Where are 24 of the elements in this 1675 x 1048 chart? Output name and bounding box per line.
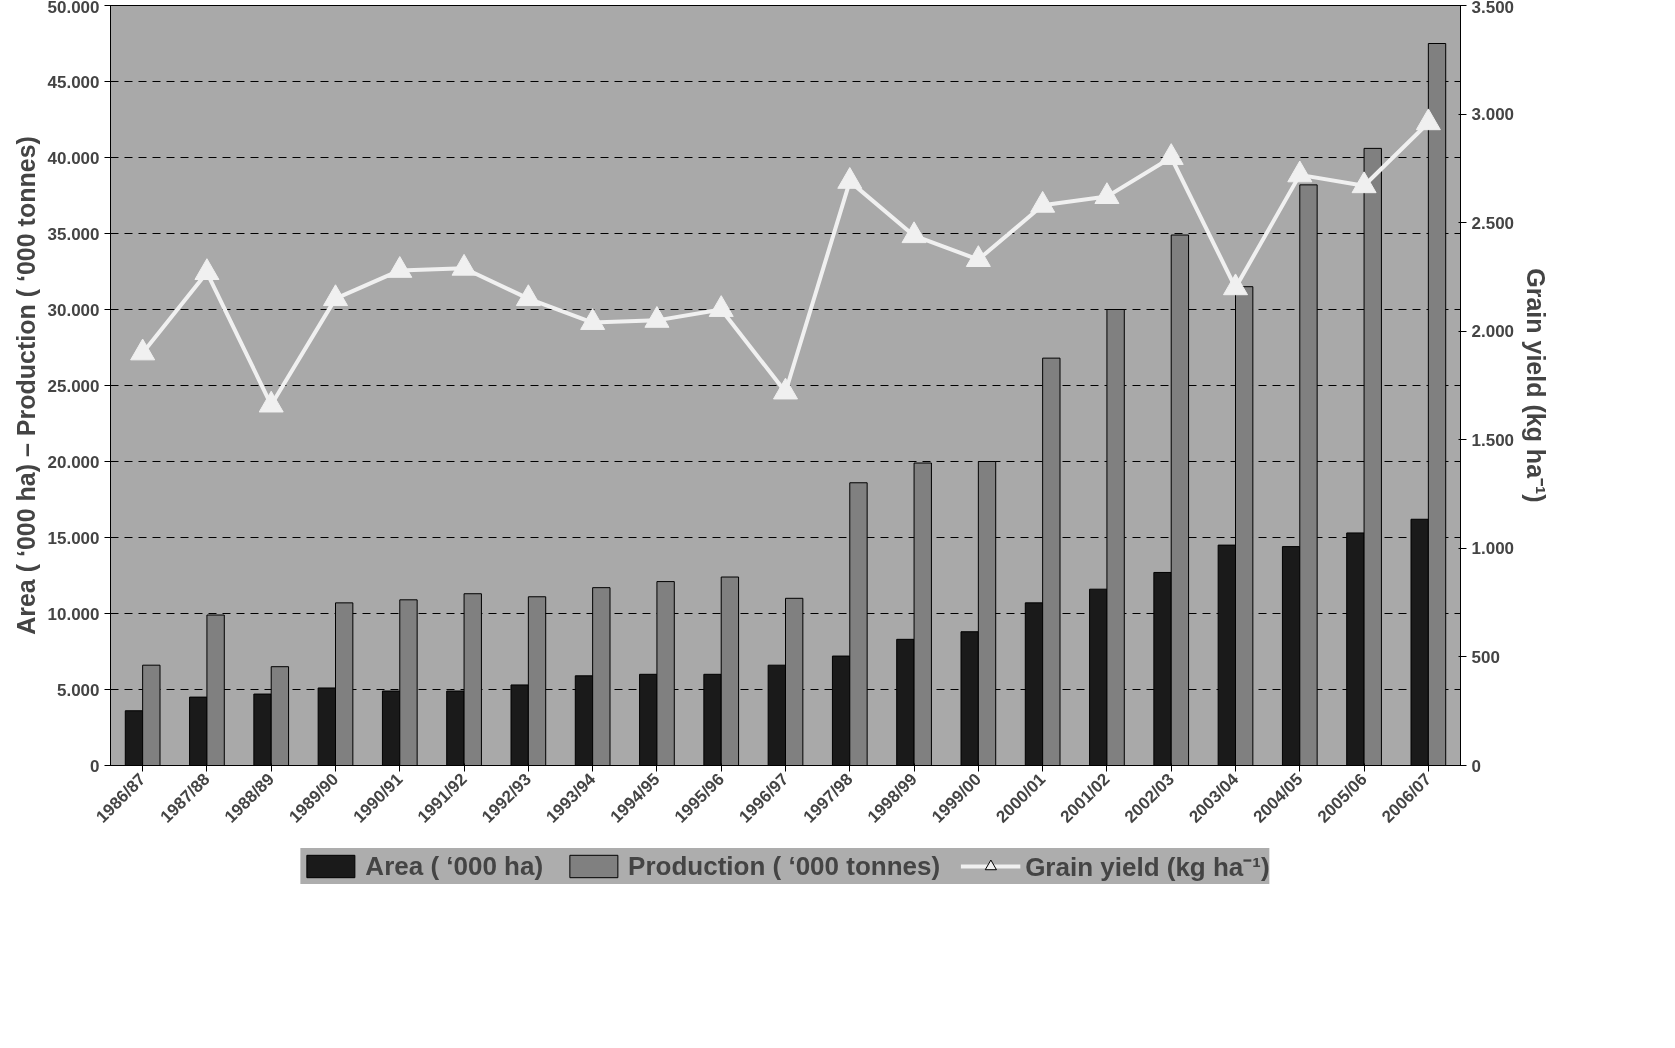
y2-tick-label: 500	[1471, 647, 1500, 667]
y2-tick-label: 3.000	[1471, 105, 1515, 125]
y-tick-label: 5.000	[56, 680, 100, 700]
legend-label: Grain yield (kg ha⁻¹)	[1025, 851, 1270, 884]
y-tick-label: 20.000	[47, 452, 100, 472]
y-axis-title: Area ( ‘000 ha) – Production ( ‘000 tonnes)	[11, 136, 40, 635]
y-tick-label: 10.000	[47, 604, 100, 624]
y-tick-label: 0	[90, 756, 100, 776]
y2-tick-label: 2.500	[1471, 213, 1515, 233]
y2-tick-label: 2.000	[1471, 322, 1515, 342]
y-tick-label: 35.000	[47, 224, 100, 244]
y-tick-label: 40.000	[47, 148, 100, 168]
y2-axis-title: Grain yield (kg ha⁻¹)	[1522, 268, 1551, 503]
y2-tick-label: 1.000	[1471, 539, 1515, 559]
y-tick-label: 30.000	[47, 300, 100, 320]
legend-label: Area ( ‘000 ha)	[365, 850, 544, 882]
y-tick-label: 15.000	[47, 528, 100, 548]
y2-tick-label: 1.500	[1471, 430, 1515, 450]
y2-tick-label: 3.500	[1471, 0, 1515, 17]
y2-tick-label: 0	[1471, 756, 1481, 776]
y-tick-label: 45.000	[47, 72, 100, 92]
legend-label: Production ( ‘000 tonnes)	[628, 850, 941, 882]
y-tick-label: 50.000	[47, 0, 100, 17]
y-tick-label: 25.000	[47, 376, 100, 396]
